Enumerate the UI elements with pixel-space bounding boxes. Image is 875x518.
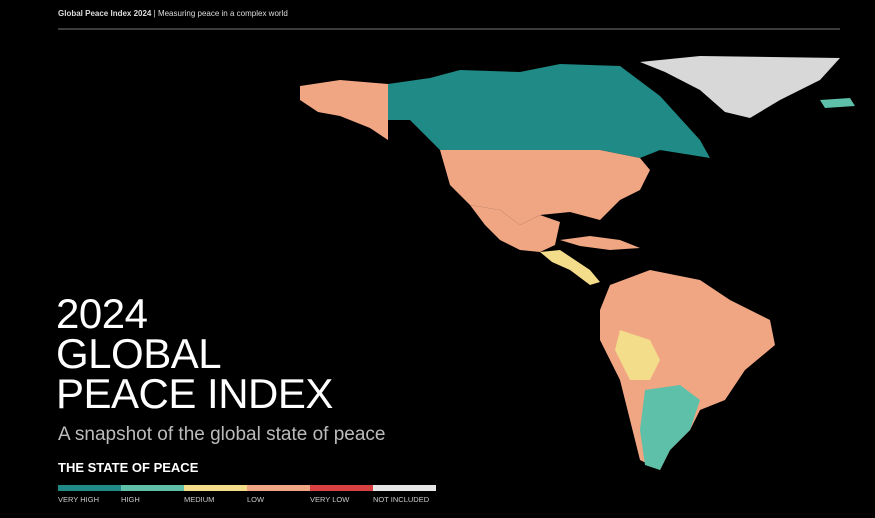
header-subtitle: Measuring peace in a complex world bbox=[157, 9, 288, 18]
bolivia-peru bbox=[615, 330, 660, 380]
legend-label: LOW bbox=[247, 495, 265, 504]
legend-label: VERY LOW bbox=[310, 495, 350, 504]
header-title: Global Peace Index 2024 bbox=[58, 9, 152, 18]
title-line: PEACE INDEX bbox=[56, 370, 333, 417]
legend-item: VERY HIGH bbox=[58, 485, 121, 504]
legend-swatch bbox=[121, 485, 184, 491]
legend-swatch bbox=[58, 485, 121, 491]
header-separator: | bbox=[153, 9, 156, 18]
legend-item: NOT INCLUDED bbox=[373, 485, 436, 504]
legend-swatch bbox=[373, 485, 436, 491]
title-line: 2024 bbox=[56, 290, 148, 337]
legend-item: VERY LOW bbox=[310, 485, 373, 504]
canada bbox=[388, 64, 710, 158]
mexico bbox=[470, 205, 560, 252]
argentina bbox=[640, 385, 700, 470]
legend-label: HIGH bbox=[121, 495, 140, 504]
title-line: GLOBAL bbox=[56, 330, 222, 377]
alaska bbox=[300, 80, 388, 140]
central-america bbox=[540, 250, 600, 285]
title: 2024 GLOBAL PEACE INDEX bbox=[56, 290, 333, 417]
iceland bbox=[820, 98, 855, 108]
usa bbox=[440, 150, 650, 225]
legend-swatch bbox=[184, 485, 247, 491]
legend-label: NOT INCLUDED bbox=[373, 495, 430, 504]
legend-title: THE STATE OF PEACE bbox=[58, 460, 199, 475]
legend-item: MEDIUM bbox=[184, 485, 247, 504]
legend-label: MEDIUM bbox=[184, 495, 215, 504]
legend-item: HIGH bbox=[121, 485, 184, 504]
header: Global Peace Index 2024 | Measuring peac… bbox=[58, 9, 288, 18]
subtitle: A snapshot of the global state of peace bbox=[58, 424, 386, 445]
greenland bbox=[640, 56, 840, 118]
legend-swatch bbox=[247, 485, 310, 491]
legend-item: LOW bbox=[247, 485, 310, 504]
legend: VERY HIGH HIGH MEDIUM LOW VERY LOW NOT INCLUD… bbox=[58, 485, 436, 504]
legend-swatch bbox=[310, 485, 373, 491]
legend-label: VERY HIGH bbox=[58, 495, 99, 504]
caribbean bbox=[560, 236, 640, 250]
